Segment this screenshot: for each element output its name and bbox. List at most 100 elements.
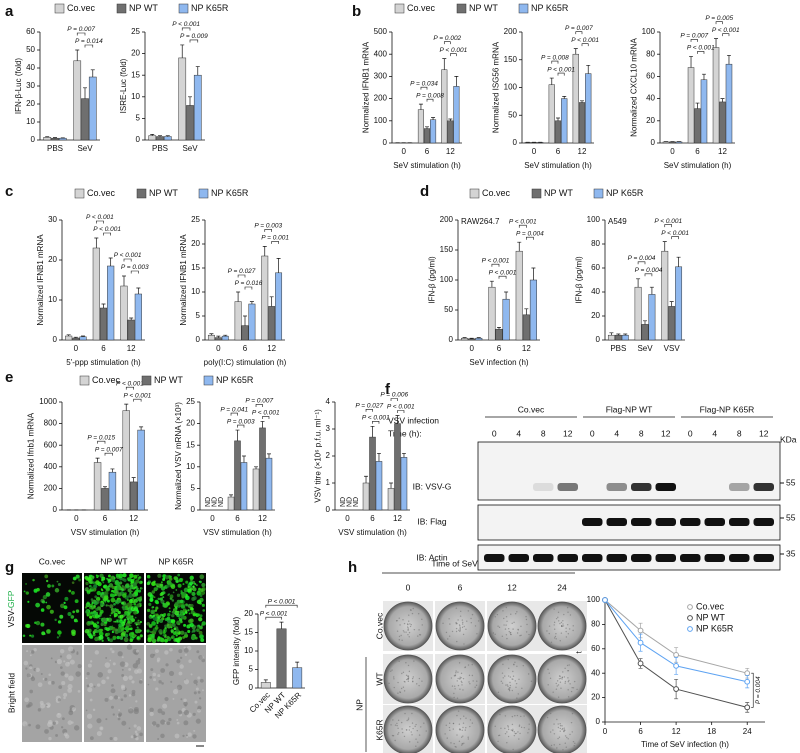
error-bar: [573, 48, 578, 55]
brightfield-cell: [183, 720, 189, 726]
bar: [265, 457, 273, 511]
plate-speckle: [552, 729, 554, 731]
gfp-cell: [152, 614, 156, 617]
data-point: [637, 660, 644, 667]
error-bar: [662, 241, 667, 252]
gfp-cell: [160, 583, 164, 587]
brightfield-cell: [180, 698, 183, 701]
error-bar: [269, 296, 274, 307]
gfp-cell: [36, 587, 40, 592]
plate-speckle: [458, 728, 461, 730]
gfp-cell: [153, 587, 158, 592]
plate-speckle: [504, 628, 507, 630]
gfp-cell: [60, 603, 65, 609]
gfp-cell: [119, 619, 124, 624]
gfp-cell: [117, 599, 122, 604]
plate-speckle: [516, 632, 519, 634]
brightfield-cell: [160, 719, 166, 725]
blot-band: [508, 554, 529, 562]
y-tick-label: 20: [646, 116, 655, 125]
brightfield-cell: [135, 649, 139, 653]
error-bar: [260, 421, 265, 428]
x-tick-label: 0: [532, 147, 537, 156]
gfp-cell: [54, 618, 57, 622]
gfp-cell: [149, 594, 154, 599]
significance-bracket: [390, 398, 398, 401]
gfp-cell: [131, 600, 135, 603]
blot-row-label: IB: Flag: [417, 516, 447, 526]
plate-speckle: [522, 664, 524, 667]
bar: [73, 60, 82, 141]
bar: [502, 298, 510, 341]
brightfield-cell: [59, 666, 63, 669]
p-value: P = 0.001: [261, 235, 289, 242]
plate-speckle: [557, 684, 560, 686]
plate-speckle: [463, 715, 465, 717]
gfp-cell: [75, 609, 80, 613]
brightfield-cell: [45, 704, 48, 707]
brightfield-cell: [140, 678, 142, 681]
error-bar: [580, 100, 584, 103]
brightfield-cell: [128, 694, 132, 697]
error-bar: [669, 301, 674, 307]
plate-speckle: [518, 725, 521, 727]
gfp-cell: [120, 637, 123, 640]
x-tick-label: PBS: [610, 344, 626, 353]
p-value: P = 0.007: [680, 33, 708, 40]
brightfield-cell: [61, 681, 66, 686]
brightfield-cell: [30, 650, 35, 654]
bar: [453, 86, 460, 144]
plate-speckle: [406, 623, 409, 625]
plate-speckle: [409, 726, 411, 728]
gfp-cell: [42, 594, 47, 600]
x-tick-label: 12: [267, 344, 276, 353]
brightfield-cell: [176, 684, 183, 690]
x-tick-label: 6: [101, 344, 106, 353]
brightfield-cell: [128, 675, 133, 680]
microscopy-column-label: Co.vec: [39, 556, 66, 566]
gfp-cell: [72, 576, 77, 581]
gfp-cell: [122, 573, 127, 578]
plate-speckle: [403, 622, 406, 625]
plate-speckle: [405, 678, 408, 681]
plate-speckle: [527, 732, 529, 734]
brightfield-cell: [197, 690, 201, 694]
gfp-cell: [182, 635, 186, 639]
brightfield-cell: [87, 663, 92, 668]
x-tick-label: 6: [497, 344, 502, 353]
plate-speckle: [565, 746, 567, 748]
gfp-cell: [146, 581, 151, 586]
data-point: [673, 662, 680, 669]
y-tick-label: 10: [244, 646, 253, 655]
plate-speckle: [462, 677, 465, 680]
y-tick-label: 200: [440, 215, 454, 224]
brightfield-cell: [67, 683, 73, 690]
bar: [614, 334, 622, 341]
error-bar: [726, 54, 731, 65]
y-tick-label: 40: [646, 94, 655, 103]
blot-time: 12: [661, 428, 671, 438]
brightfield-cell: [152, 672, 157, 677]
plate-speckle: [454, 685, 456, 687]
plate-speckle: [557, 737, 559, 740]
brightfield-cell: [68, 710, 74, 716]
y-axis-label: Normalized IFNB1 mRNA: [36, 234, 45, 326]
plate-time: 6: [458, 582, 463, 592]
p-value: P = 0.003: [254, 223, 282, 230]
plate-speckle: [525, 631, 528, 633]
brightfield-cell: [134, 730, 138, 734]
brightfield-cell: [132, 663, 139, 669]
error-bar: [643, 320, 647, 325]
plate-speckle: [516, 714, 519, 717]
gfp-cell: [202, 609, 206, 612]
plate-speckle: [472, 680, 474, 682]
y-tick-label: 4: [326, 397, 331, 406]
plate-speckle: [567, 689, 569, 691]
blot-frame: [477, 441, 781, 501]
plate-speckle: [516, 697, 518, 699]
error-bar: [431, 117, 436, 120]
brightfield-cell: [151, 721, 157, 726]
y-tick-label: 10: [186, 462, 195, 471]
plate-speckle: [458, 629, 460, 631]
plate-speckle: [455, 672, 457, 674]
